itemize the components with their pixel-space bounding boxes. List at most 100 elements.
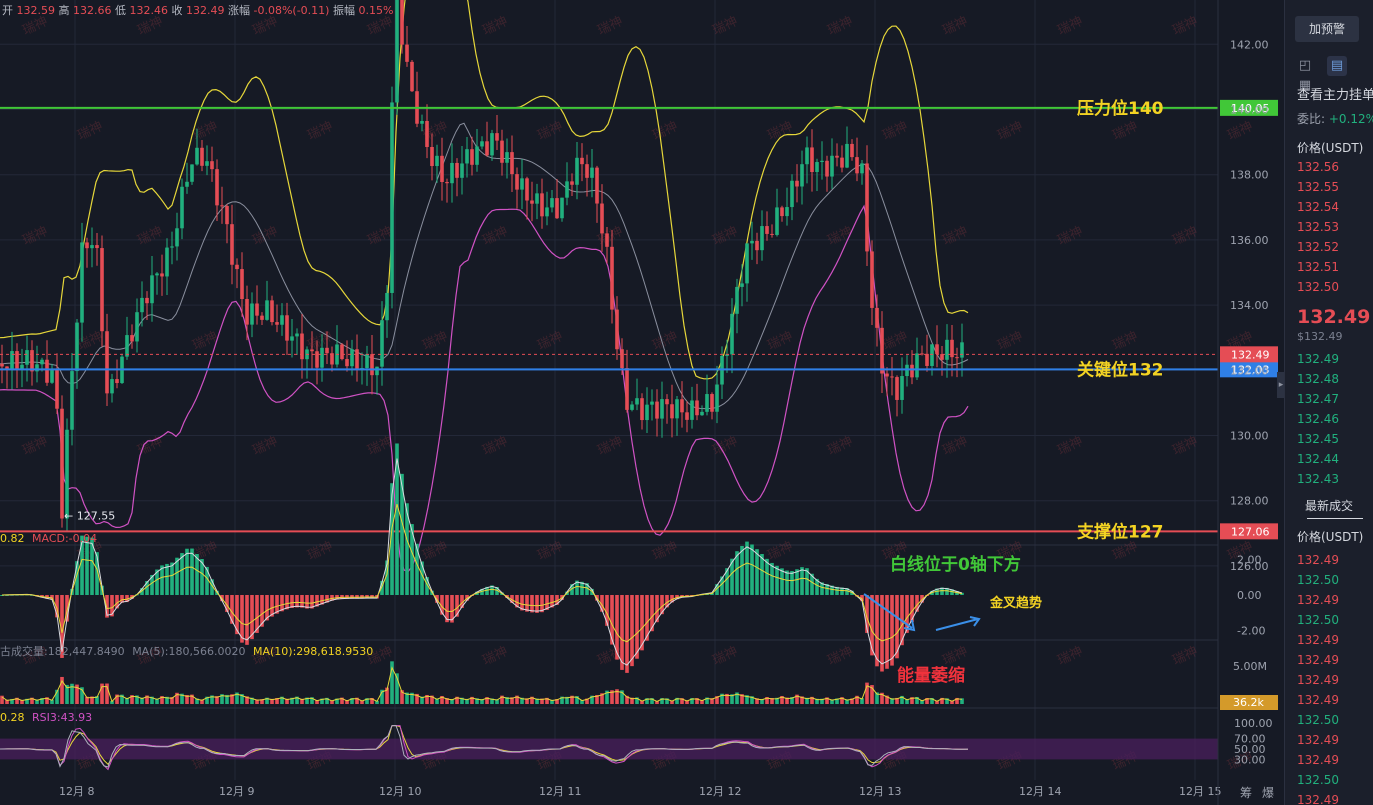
macd-histogram-bar bbox=[885, 595, 889, 669]
watermark-text: 瑞神 bbox=[595, 434, 625, 459]
volume-value: 古成交量:182,447.8490 bbox=[0, 645, 125, 658]
bid-price[interactable]: 132.49 bbox=[1297, 352, 1339, 366]
chip-distribution-label[interactable]: 筹 bbox=[1240, 786, 1253, 800]
bid-price[interactable]: 132.45 bbox=[1297, 432, 1339, 446]
candle-body bbox=[20, 364, 24, 369]
rsi-tick-label: 100.00 bbox=[1234, 717, 1273, 730]
rsi3-value: RSI3:43.93 bbox=[32, 711, 93, 724]
price-tag bbox=[1220, 99, 1278, 116]
watermark-text: 瑞神 bbox=[1170, 644, 1200, 669]
volume-bar bbox=[265, 697, 269, 704]
ask-price[interactable]: 132.55 bbox=[1297, 180, 1339, 194]
ask-price[interactable]: 132.56 bbox=[1297, 160, 1339, 174]
macd-histogram-bar bbox=[895, 595, 899, 659]
bid-price[interactable]: 132.47 bbox=[1297, 392, 1339, 406]
order-book-icon[interactable]: ◰ bbox=[1298, 58, 1312, 73]
ask-price[interactable]: 132.51 bbox=[1297, 260, 1339, 274]
candle-body bbox=[280, 315, 284, 325]
candle-body bbox=[50, 370, 54, 383]
volume-bar bbox=[250, 697, 254, 704]
ask-price[interactable]: 132.53 bbox=[1297, 220, 1339, 234]
macd-histogram-bar bbox=[115, 595, 119, 609]
price-tag-text: 132.03 bbox=[1231, 363, 1270, 376]
macd-histogram-bar bbox=[600, 595, 604, 612]
macd-histogram-bar bbox=[160, 565, 164, 595]
candle-body bbox=[775, 207, 779, 235]
panel-collapse-handle[interactable]: ▸ bbox=[1277, 372, 1285, 398]
open-label: 开 bbox=[2, 4, 13, 17]
macd-histogram-bar bbox=[315, 595, 319, 607]
candle-body bbox=[195, 147, 199, 165]
volume-bar bbox=[210, 695, 214, 704]
macd-histogram-bar bbox=[400, 473, 404, 595]
macd-dif-line bbox=[1, 458, 963, 666]
ask-price[interactable]: 132.52 bbox=[1297, 240, 1339, 254]
candle-body bbox=[465, 149, 469, 164]
volume-bar bbox=[575, 696, 579, 704]
macd-histogram-bar bbox=[880, 595, 884, 672]
watermark-text: 瑞神 bbox=[420, 119, 450, 144]
candle-body bbox=[320, 347, 324, 368]
volume-bar bbox=[790, 697, 794, 704]
candle-body bbox=[880, 327, 884, 374]
bid-price[interactable]: 132.44 bbox=[1297, 452, 1339, 466]
bid-price[interactable]: 132.48 bbox=[1297, 372, 1339, 386]
macd-histogram-bar bbox=[510, 595, 514, 603]
candle-body bbox=[565, 181, 569, 198]
candle-body bbox=[140, 297, 144, 313]
rsi-band bbox=[0, 738, 1218, 760]
volume-bar bbox=[940, 697, 944, 704]
volume-bar bbox=[240, 694, 244, 704]
ask-price[interactable]: 132.50 bbox=[1297, 280, 1339, 294]
candle-body bbox=[760, 226, 764, 251]
latest-trades-title[interactable]: 最新成交 bbox=[1305, 499, 1354, 513]
candle-body bbox=[375, 366, 379, 376]
macd-histogram-bar bbox=[620, 595, 624, 670]
list-ask-icon[interactable]: ▦ bbox=[1298, 78, 1312, 93]
macd-histogram-bar bbox=[765, 558, 769, 595]
macd-histogram-bar bbox=[545, 595, 549, 610]
list-bid-icon[interactable]: ▤ bbox=[1327, 56, 1347, 76]
volume-bar bbox=[720, 693, 724, 704]
macd-histogram-bar bbox=[535, 595, 539, 613]
volume-bar bbox=[35, 699, 39, 704]
candle-body bbox=[605, 233, 609, 247]
add-alert-button[interactable]: 加预警 bbox=[1295, 16, 1359, 42]
ask-price[interactable]: 132.54 bbox=[1297, 200, 1339, 214]
candle-body bbox=[510, 152, 514, 175]
macd-histogram-bar bbox=[265, 595, 269, 621]
volume-bar bbox=[850, 698, 854, 704]
volume-bar bbox=[680, 698, 684, 704]
volume-bar bbox=[185, 695, 189, 704]
main-orders-title[interactable]: 查看主力挂单 bbox=[1297, 88, 1373, 103]
macd-histogram-bar bbox=[180, 553, 184, 595]
macd-histogram-bar bbox=[835, 586, 839, 595]
volume-bar bbox=[515, 695, 519, 704]
bid-price[interactable]: 132.43 bbox=[1297, 472, 1339, 486]
candle-body bbox=[110, 379, 114, 394]
candle-body bbox=[365, 354, 369, 369]
volume-bar bbox=[260, 699, 264, 704]
bid-price[interactable]: 132.46 bbox=[1297, 412, 1339, 426]
candle-body bbox=[860, 163, 864, 174]
candle-body bbox=[745, 243, 749, 284]
macd-histogram-bar bbox=[550, 595, 554, 608]
candle-body bbox=[345, 359, 349, 367]
volume-bar bbox=[785, 697, 789, 704]
macd-histogram-bar bbox=[415, 543, 419, 595]
candle-body bbox=[310, 349, 314, 352]
volume-bar bbox=[120, 694, 124, 704]
macd-histogram-bar bbox=[830, 585, 834, 595]
candle-body bbox=[325, 347, 329, 354]
volume-bar bbox=[755, 698, 759, 704]
candle-body bbox=[520, 178, 524, 190]
macd-histogram-bar bbox=[785, 570, 789, 595]
candle-body bbox=[795, 180, 799, 187]
candle-body bbox=[560, 197, 564, 219]
candle-body bbox=[825, 160, 829, 177]
watermark-text: 瑞神 bbox=[650, 329, 680, 354]
volume-bar bbox=[10, 698, 14, 704]
liquidation-label[interactable]: 爆 bbox=[1262, 786, 1275, 800]
watermark-text: 瑞神 bbox=[535, 119, 565, 144]
